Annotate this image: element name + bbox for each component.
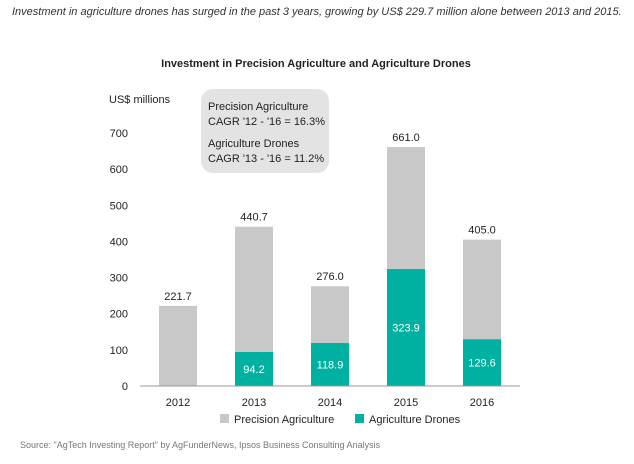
legend-swatch-precision — [220, 414, 229, 423]
legend-swatch-drones — [355, 414, 364, 423]
bar-drones-label: 118.9 — [317, 360, 344, 372]
bar-total-label: 440.7 — [240, 212, 268, 224]
y-axis-label: US$ millions — [109, 94, 171, 106]
bar-precision-agriculture — [159, 305, 197, 386]
source-note: Source: "AgTech Investing Report" by AgF… — [20, 440, 381, 450]
x-tick-label: 2016 — [470, 397, 494, 409]
bar-drones-label: 129.6 — [468, 358, 496, 370]
bar-precision-agriculture — [387, 147, 425, 269]
bars: 221.7 440.7 94.2 276.0 118.9 661.0 323.9 405.0 1… — [159, 132, 501, 386]
bar-agriculture-drones — [387, 268, 425, 386]
cagr-callout: Precision Agriculture CAGR '12 - '16 = 1… — [201, 89, 329, 173]
bar-agriculture-drones — [311, 343, 349, 386]
x-tick-label: 2012 — [166, 397, 190, 409]
callout-line-1: Precision Agriculture — [208, 101, 308, 113]
callout-line-4: CAGR '13 - '16 = 11.2% — [208, 153, 324, 165]
callout-box — [201, 89, 329, 173]
callout-line-3: Agriculture Drones — [208, 138, 300, 150]
bar-precision-agriculture — [463, 239, 501, 340]
bar-drones-label: 94.2 — [243, 364, 264, 376]
y-tick-label: 600 — [110, 164, 128, 176]
x-tick-label: 2014 — [318, 397, 342, 409]
bar-precision-agriculture — [311, 286, 349, 344]
x-tick-label: 2013 — [242, 397, 266, 409]
y-tick-label: 0 — [122, 381, 128, 393]
caption: Investment in agriculture drones has sur… — [12, 6, 622, 18]
bar-total-label: 405.0 — [468, 225, 496, 237]
chart-title: Investment in Precision Agriculture and … — [161, 58, 471, 70]
bar-agriculture-drones — [463, 339, 501, 386]
y-axis: 0 100 200 300 400 500 600 700 — [110, 128, 128, 393]
x-tick-label: 2015 — [394, 397, 418, 409]
callout-line-2: CAGR '12 - '16 = 16.3% — [208, 116, 325, 128]
bar-agriculture-drones — [235, 351, 273, 386]
y-tick-label: 700 — [110, 128, 128, 140]
bar-drones-label: 323.9 — [392, 322, 420, 334]
y-tick-label: 400 — [110, 236, 128, 248]
x-axis: 2012 2013 2014 2015 2016 — [140, 385, 520, 409]
y-tick-label: 500 — [110, 200, 128, 212]
legend-label-drones: Agriculture Drones — [369, 414, 461, 426]
bar-total-label: 221.7 — [164, 291, 192, 303]
legend: Precision Agriculture Agriculture Drones — [220, 414, 461, 426]
bar-total-label: 661.0 — [392, 132, 420, 144]
y-tick-label: 100 — [110, 345, 128, 357]
legend-label-precision: Precision Agriculture — [234, 414, 334, 426]
bar-total-label: 276.0 — [316, 271, 344, 283]
y-tick-label: 200 — [110, 309, 128, 321]
bar-precision-agriculture — [235, 226, 273, 352]
y-tick-label: 300 — [110, 273, 128, 285]
